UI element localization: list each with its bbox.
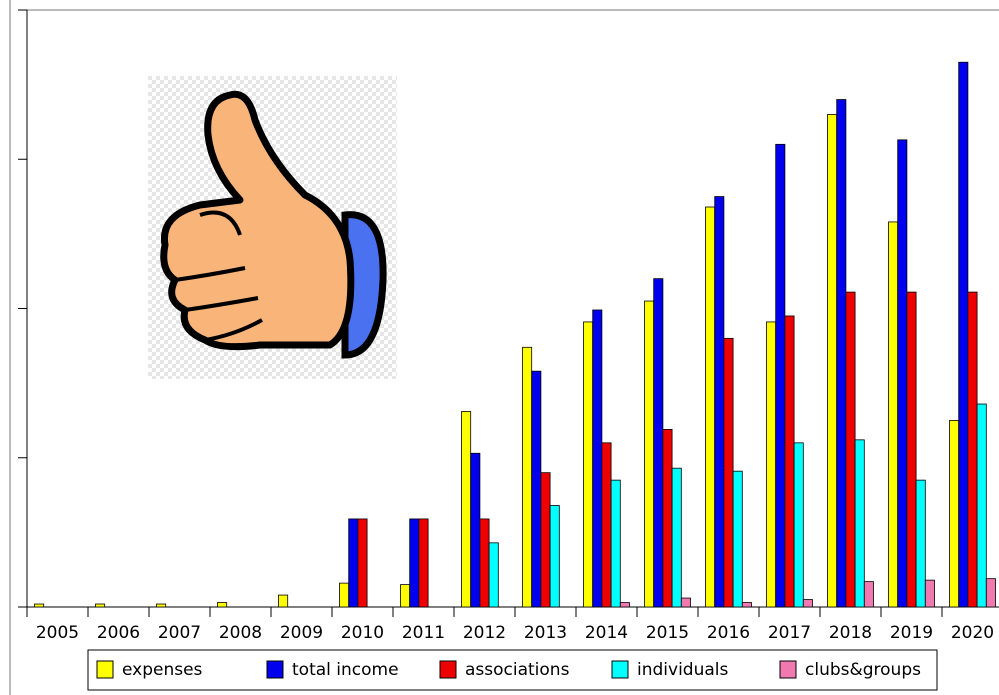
thumbs-up-image <box>148 76 397 379</box>
bar <box>583 321 594 608</box>
x-tick-label: 2007 <box>158 623 201 643</box>
x-tick-label: 2017 <box>768 623 811 643</box>
bar <box>610 479 621 608</box>
bar <box>662 428 673 608</box>
legend-label: total income <box>292 660 399 680</box>
bar <box>888 221 899 608</box>
bar <box>784 315 795 608</box>
bar <box>479 518 490 608</box>
bar <box>705 206 716 608</box>
bar <box>680 597 691 608</box>
x-tick-label: 2012 <box>463 623 506 643</box>
bar <box>156 603 167 608</box>
bar <box>522 346 533 608</box>
bar <box>461 411 472 608</box>
bar <box>924 579 935 608</box>
x-tick-label: 2013 <box>524 623 567 643</box>
bar <box>217 602 228 608</box>
bar <box>854 439 865 608</box>
legend-swatch <box>439 660 457 679</box>
bar <box>967 291 978 608</box>
x-tick-label: 2008 <box>219 623 262 643</box>
bar <box>949 420 960 608</box>
bar <box>766 321 777 608</box>
legend-label: clubs&groups <box>805 660 921 680</box>
bar <box>897 139 908 608</box>
legend-swatch <box>96 660 114 679</box>
bar <box>723 337 734 608</box>
x-tick-label: 2005 <box>36 623 79 643</box>
legend-swatch <box>611 660 629 679</box>
bar <box>278 594 289 608</box>
x-tick-label: 2014 <box>585 623 628 643</box>
legend-label: expenses <box>122 660 203 680</box>
bar <box>348 518 359 608</box>
legend-label: associations <box>465 660 570 680</box>
bar <box>836 99 847 608</box>
legend-label: individuals <box>637 660 729 680</box>
x-tick-label: 2015 <box>646 623 689 643</box>
x-tick-label: 2019 <box>890 623 933 643</box>
bar <box>827 114 838 608</box>
bar <box>741 602 752 608</box>
bar <box>400 584 411 608</box>
x-tick-label: 2006 <box>97 623 140 643</box>
bar <box>601 442 612 608</box>
bar <box>985 578 996 608</box>
x-tick-label: 2016 <box>707 623 750 643</box>
bar <box>644 300 655 608</box>
bar <box>418 518 429 608</box>
x-tick-label: 2009 <box>280 623 323 643</box>
bar <box>488 542 499 608</box>
bar <box>775 143 786 608</box>
bar <box>339 582 350 608</box>
bar <box>592 309 603 608</box>
bar <box>732 470 743 608</box>
bar <box>845 291 856 608</box>
bar <box>802 599 813 608</box>
bar <box>619 602 630 608</box>
bar <box>549 505 560 608</box>
bar <box>34 603 45 608</box>
bar <box>863 581 874 608</box>
bar <box>906 291 917 608</box>
bar <box>714 196 725 608</box>
x-tick-label: 2010 <box>341 623 384 643</box>
bar <box>915 479 926 608</box>
legend-swatch <box>266 660 284 679</box>
bar <box>409 518 420 608</box>
bar <box>653 278 664 608</box>
legend-swatch <box>779 660 797 679</box>
bar <box>976 403 987 608</box>
x-tick-label: 2011 <box>402 623 445 643</box>
bar <box>95 603 106 608</box>
bar <box>958 61 969 608</box>
bar <box>540 472 551 608</box>
bar <box>671 467 682 608</box>
bar <box>470 452 481 608</box>
x-tick-label: 2020 <box>951 623 994 643</box>
x-tick-label: 2018 <box>829 623 872 643</box>
bar <box>357 518 368 608</box>
bar <box>531 370 542 608</box>
bar <box>793 442 804 608</box>
